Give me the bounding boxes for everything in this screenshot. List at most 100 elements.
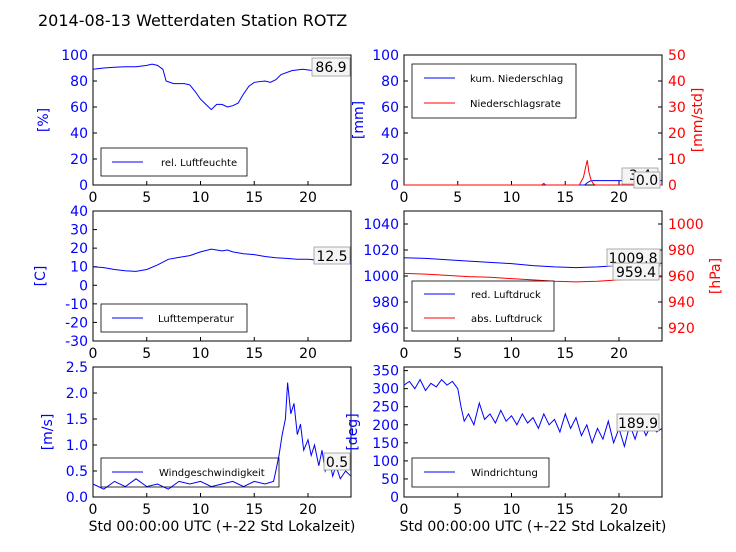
y-tick-label: 50 (381, 472, 399, 488)
panel-precipitation: 0 20 40 60 80 100 0 10 20 30 40 50 0 5 10 15 20 [mm] [mm… (351, 48, 706, 206)
value-label-box (311, 57, 351, 77)
y2-tick-label: 50 (668, 48, 686, 64)
legend-box (411, 63, 577, 119)
y-tick-label: 1.0 (66, 438, 88, 454)
value-label: 12.5 (316, 249, 347, 265)
legend-entry: kum. Niederschlag (470, 74, 563, 85)
y-tick-label: 40 (70, 204, 88, 220)
legend-box (100, 457, 280, 488)
ylabel-temperature: [C] (33, 266, 49, 287)
legend-entry: abs. Luftdruck (471, 314, 542, 325)
x-tick-label: 5 (142, 502, 151, 518)
panel-temperature: -30 -20 -10 0 10 20 30 40 0 5 10 15 20 [C] Lufttempe… (33, 204, 352, 362)
ylabel-precip: [mm] (351, 101, 367, 139)
x-tick-label: 20 (610, 190, 628, 206)
y-tick-label: 1020 (363, 243, 399, 259)
y-tick-label: 100 (372, 48, 399, 64)
x-tick-label: 5 (142, 190, 151, 206)
y2-tick-label: 20 (668, 126, 686, 142)
legend-entry: Windrichtung (471, 468, 538, 479)
y-tick-label: 980 (372, 295, 399, 311)
legend-entry: rel. Luftfeuchte (161, 158, 237, 169)
legend: red. Luftdruck abs. Luftdruck (411, 280, 555, 332)
y-tick-label: 60 (70, 100, 88, 116)
y-tick-label: 960 (372, 321, 399, 337)
value-label: 86.9 (315, 60, 346, 76)
y-tick-label: 1000 (363, 269, 399, 285)
legend-box (411, 280, 555, 332)
y-tick-label: -10 (65, 297, 88, 313)
y-tick-label: 100 (61, 48, 88, 64)
x-tick-label: 10 (503, 346, 521, 362)
y-tick-label: 2.0 (66, 386, 88, 402)
value-label-box (612, 262, 660, 281)
x-tick-label: 0 (89, 190, 98, 206)
y2-tick-label: 960 (668, 269, 695, 285)
plot-frame (92, 210, 352, 342)
x-tick-label: 15 (556, 190, 574, 206)
y2-tick-label: 1000 (668, 217, 704, 233)
y2label-pressure: [hPa] (708, 258, 724, 294)
xlabel-left: Std 00:00:00 UTC (+-22 Std Lokalzeit) (89, 519, 356, 535)
x-tick-label: 20 (299, 346, 317, 362)
y2-tick-label: 30 (668, 100, 686, 116)
x-tick-label: 15 (556, 502, 574, 518)
y2label-precip-rate: [mm/std] (690, 88, 706, 153)
series-line (92, 248, 351, 272)
y-tick-label: 10 (70, 260, 88, 276)
series-line (403, 378, 663, 449)
y-tick-label: 80 (70, 74, 88, 90)
legend-entry: red. Luftdruck (471, 290, 541, 301)
y-tick-label: 80 (381, 74, 399, 90)
value-label-box (313, 246, 351, 265)
x-tick-label: 10 (192, 502, 210, 518)
y-tick-label: 150 (372, 436, 399, 452)
series-line (92, 63, 346, 111)
plot-frame (403, 366, 663, 498)
y2-tick-label: 940 (668, 295, 695, 311)
x-tick-label: 15 (245, 190, 263, 206)
y-tick-label: 300 (372, 382, 399, 398)
x-tick-label: 10 (192, 190, 210, 206)
y-tick-label: -30 (65, 334, 88, 350)
y-tick-label: 30 (70, 223, 88, 239)
x-tick-label: 5 (453, 190, 462, 206)
y-tick-label: 20 (70, 241, 88, 257)
value-label-box (616, 413, 660, 432)
series-line (404, 160, 662, 186)
y2-tick-label: 980 (668, 243, 695, 259)
value-label-box (633, 171, 661, 189)
x-tick-label: 5 (142, 346, 151, 362)
y-tick-label: 1040 (363, 217, 399, 233)
y-tick-label: 40 (70, 126, 88, 142)
x-tick-label: 0 (89, 346, 98, 362)
y-tick-label: 20 (70, 152, 88, 168)
ylabel-wind-speed: [m/s] (40, 414, 56, 451)
x-tick-label: 15 (245, 346, 263, 362)
panel-humidity: 0 20 40 60 80 100 0 5 10 15 20 [%] rel. Luftfeucht… (36, 48, 352, 206)
y-tick-label: -20 (65, 315, 88, 331)
y-tick-label: 100 (372, 454, 399, 470)
legend-entry: Lufttemperatur (158, 314, 235, 325)
legend: Windgeschwindigkeit (100, 457, 280, 488)
figure-title: 2014-08-13 Wetterdaten Station ROTZ (38, 11, 347, 30)
x-tick-label: 0 (400, 502, 409, 518)
x-tick-label: 0 (400, 190, 409, 206)
y-tick-label: 0 (390, 178, 399, 194)
x-tick-label: 20 (299, 190, 317, 206)
value-label: 959.4 (616, 265, 656, 281)
y2-tick-label: 0 (668, 178, 677, 194)
panel-pressure: 960 980 1000 1020 1040 920 940 960 980 1000 0 5 10 15… (363, 210, 724, 362)
x-tick-label: 5 (453, 346, 462, 362)
x-tick-label: 20 (610, 502, 628, 518)
y-tick-label: 1.5 (66, 412, 88, 428)
legend-entry: Niederschlagsrate (470, 99, 561, 110)
legend: Windrichtung (411, 457, 550, 488)
y-tick-label: 0 (79, 178, 88, 194)
legend-entry: Windgeschwindigkeit (159, 468, 265, 479)
value-label-box (323, 452, 351, 471)
legend: Lufttemperatur (100, 303, 248, 333)
y-tick-label: 0 (79, 278, 88, 294)
